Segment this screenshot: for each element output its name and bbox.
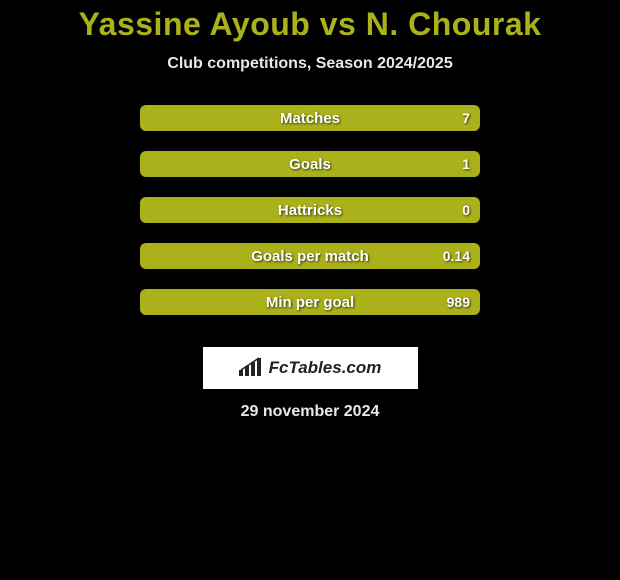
stat-value: 1 bbox=[462, 156, 470, 172]
stat-value: 0 bbox=[462, 202, 470, 218]
stat-row: Goals 1 bbox=[140, 151, 480, 177]
stat-bar: Matches 7 bbox=[140, 105, 480, 131]
stat-bar: Goals 1 bbox=[140, 151, 480, 177]
stat-row: Goals per match 0.14 bbox=[140, 243, 480, 269]
stats-list: Matches 7 Goals 1 Hattricks 0 Goals per match 0… bbox=[140, 105, 480, 335]
stat-label: Hattricks bbox=[278, 202, 342, 219]
stat-value: 989 bbox=[447, 294, 470, 310]
stat-bar: Goals per match 0.14 bbox=[140, 243, 480, 269]
stat-value: 0.14 bbox=[443, 248, 470, 264]
stat-value: 7 bbox=[462, 110, 470, 126]
bars-icon bbox=[239, 356, 263, 381]
stat-bar: Min per goal 989 bbox=[140, 289, 480, 315]
stat-label: Matches bbox=[280, 110, 340, 127]
stat-label: Min per goal bbox=[266, 294, 354, 311]
brand-box: FcTables.com bbox=[203, 347, 418, 389]
brand-text: FcTables.com bbox=[269, 358, 382, 378]
stat-bar: Hattricks 0 bbox=[140, 197, 480, 223]
comparison-title: Yassine Ayoub vs N. Chourak bbox=[79, 6, 542, 43]
stat-row: Hattricks 0 bbox=[140, 197, 480, 223]
stat-label: Goals per match bbox=[251, 248, 369, 265]
stat-row: Min per goal 989 bbox=[140, 289, 480, 315]
season-subtitle: Club competitions, Season 2024/2025 bbox=[167, 55, 452, 73]
stat-label: Goals bbox=[289, 156, 331, 173]
snapshot-date: 29 november 2024 bbox=[241, 403, 380, 421]
stat-row: Matches 7 bbox=[140, 105, 480, 131]
